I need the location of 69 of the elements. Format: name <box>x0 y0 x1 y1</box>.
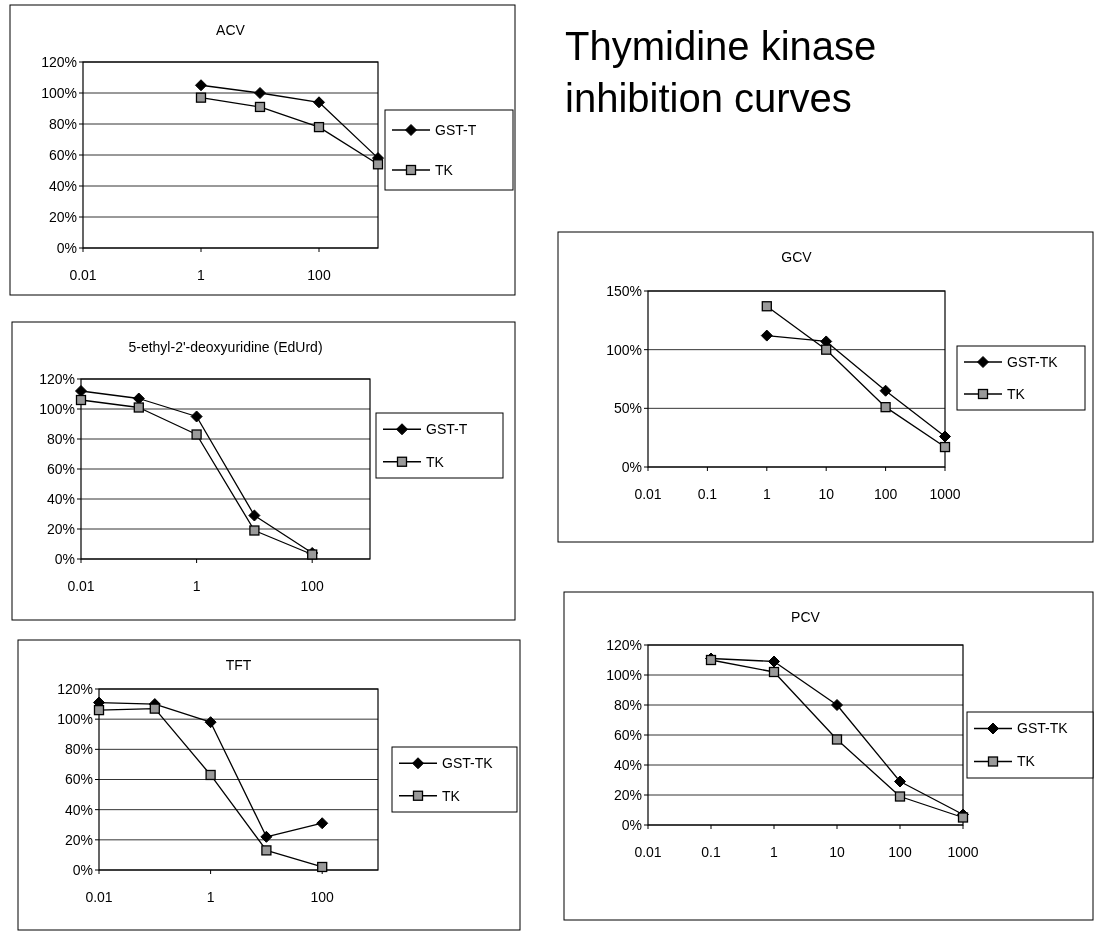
text: Thymidine kinase inhibition curves <box>565 24 877 120</box>
y-tick-label: 120% <box>57 680 93 697</box>
x-tick-label: 100 <box>307 267 331 283</box>
legend-label: GST-T <box>426 421 468 438</box>
y-tick-label: 0% <box>621 458 642 475</box>
x-tick-label: 0.1 <box>697 486 718 502</box>
chart-title: ACV <box>216 22 246 38</box>
chart-title: GCV <box>781 249 813 265</box>
y-tick-label: 0% <box>56 239 77 256</box>
x-tick-label: 1000 <box>947 844 979 860</box>
y-tick-label: 100% <box>606 341 642 358</box>
x-tick-label: 0.01 <box>67 578 95 594</box>
x-tick-label: 0.01 <box>634 486 662 502</box>
x-tick-label: 1 <box>192 578 201 594</box>
x-tick-label: 1 <box>206 889 215 905</box>
x-tick-label: 1 <box>770 844 779 860</box>
y-tick-label: 60% <box>64 771 93 788</box>
y-tick-label: 100% <box>57 711 93 728</box>
x-tick-label: 0.1 <box>701 844 721 860</box>
y-tick-label: 100% <box>39 400 75 417</box>
y-tick-label: 80% <box>48 115 77 132</box>
y-tick-label: 60% <box>613 726 642 743</box>
x-tick-label: 0.01 <box>85 889 113 905</box>
x-tick-label: 0.01 <box>634 844 662 860</box>
y-tick-label: 0% <box>72 861 93 878</box>
legend-label: TK <box>1007 385 1026 402</box>
y-tick-label: 60% <box>46 460 75 477</box>
y-tick-label: 100% <box>606 666 642 683</box>
x-tick-label: 100 <box>888 844 912 860</box>
y-tick-label: 120% <box>41 53 77 70</box>
legend-label: TK <box>442 787 461 804</box>
y-tick-label: 40% <box>613 756 642 773</box>
x-tick-label: 10 <box>829 844 845 860</box>
x-tick-label: 1 <box>197 267 206 283</box>
y-tick-label: 150% <box>606 282 642 299</box>
x-tick-label: 100 <box>310 889 335 905</box>
y-tick-label: 40% <box>46 490 75 507</box>
legend-label: TK <box>426 453 445 470</box>
x-tick-label: 100 <box>873 486 898 502</box>
y-tick-label: 20% <box>64 831 93 848</box>
chart-title: TFT <box>225 657 252 673</box>
legend-label: GST-TK <box>1017 720 1069 737</box>
y-tick-label: 0% <box>54 550 75 567</box>
y-tick-label: 20% <box>613 786 642 803</box>
legend-label: TK <box>1017 753 1036 770</box>
y-tick-label: 50% <box>613 400 642 417</box>
y-tick-label: 40% <box>48 177 77 194</box>
y-tick-label: 80% <box>613 696 642 713</box>
chart-title: PCV <box>791 609 821 625</box>
x-tick-label: 10 <box>818 486 835 502</box>
legend-label: TK <box>435 161 454 178</box>
y-tick-label: 40% <box>64 801 93 818</box>
legend-label: GST-T <box>435 121 477 138</box>
y-tick-label: 80% <box>64 741 93 758</box>
legend-label: GST-TK <box>1007 353 1059 370</box>
x-tick-label: 100 <box>300 578 325 594</box>
y-tick-label: 100% <box>41 84 77 101</box>
chart-title: 5-ethyl-2'-deoxyuridine (EdUrd) <box>128 339 323 355</box>
y-tick-label: 80% <box>46 430 75 447</box>
x-tick-label: 0.01 <box>69 267 97 283</box>
y-tick-label: 20% <box>46 520 75 537</box>
x-tick-label: 1 <box>762 486 771 502</box>
x-tick-label: 1000 <box>929 486 961 502</box>
y-tick-label: 120% <box>606 636 642 653</box>
y-tick-label: 20% <box>48 208 77 225</box>
legend-label: GST-TK <box>442 755 494 772</box>
y-tick-label: 0% <box>621 816 642 833</box>
y-tick-label: 120% <box>39 370 75 387</box>
y-tick-label: 60% <box>48 146 77 163</box>
